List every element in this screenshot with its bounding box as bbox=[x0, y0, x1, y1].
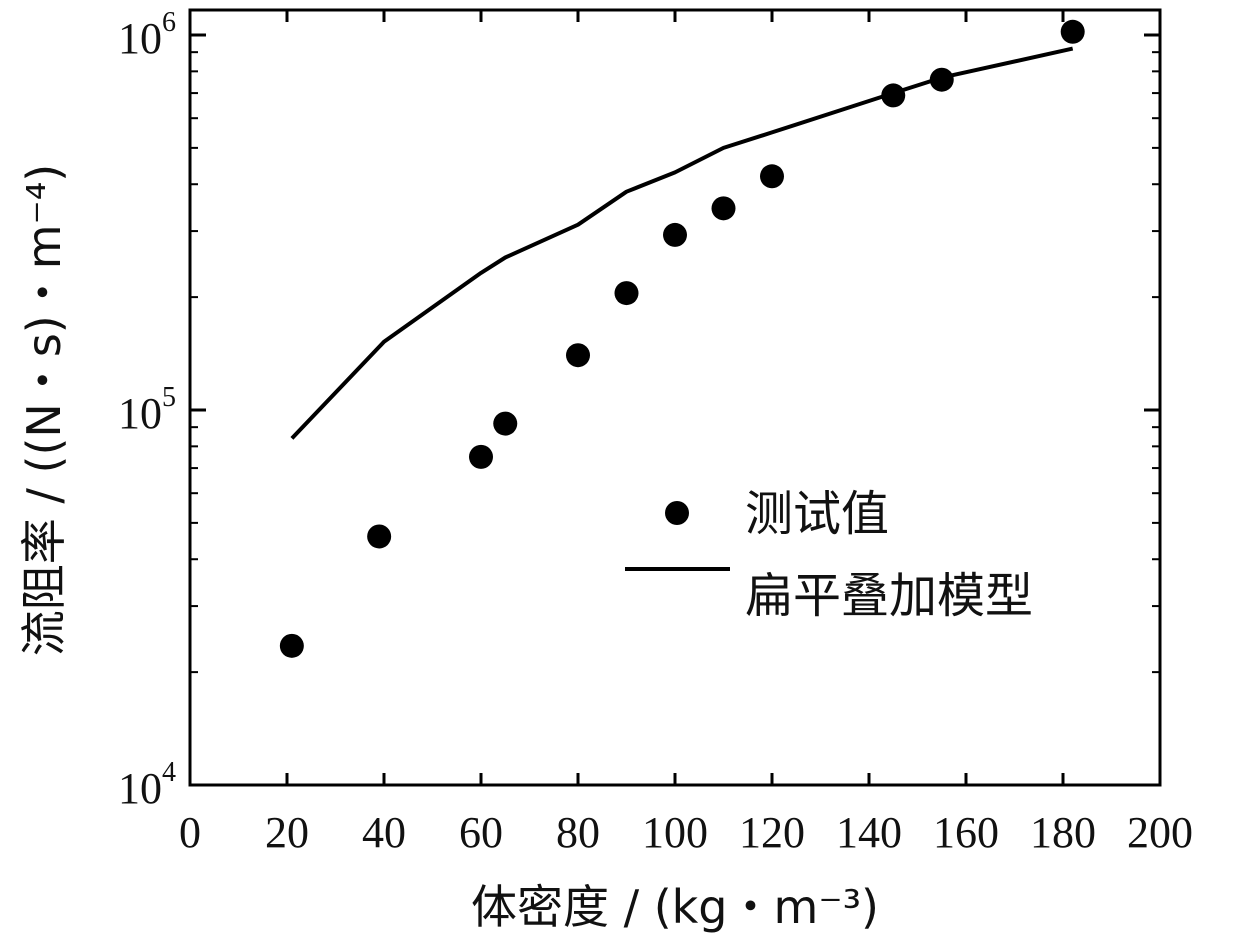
data-point bbox=[614, 281, 639, 306]
data-point bbox=[711, 196, 736, 221]
model-line bbox=[290, 46, 1074, 440]
data-point bbox=[760, 164, 784, 189]
legend-label-line: 扁平叠加模型 bbox=[745, 568, 1033, 624]
data-point bbox=[663, 222, 687, 247]
y-tick-label: 106 bbox=[118, 7, 176, 63]
legend-label-points: 测试值 bbox=[745, 486, 889, 542]
x-axis-title: 体密度 / (kg・m⁻³) bbox=[471, 880, 879, 934]
x-tick-label: 100 bbox=[642, 808, 708, 857]
x-tick-label: 60 bbox=[459, 808, 503, 857]
legend-marker-points bbox=[665, 501, 689, 525]
data-point bbox=[469, 444, 493, 469]
x-tick-label: 140 bbox=[836, 808, 902, 857]
x-tick-label: 40 bbox=[362, 808, 406, 857]
x-tick-label: 80 bbox=[556, 808, 600, 857]
x-tick-label: 200 bbox=[1127, 808, 1193, 857]
data-point bbox=[566, 343, 590, 368]
data-point bbox=[367, 524, 392, 549]
x-tick-label: 120 bbox=[739, 808, 805, 857]
plot-frame bbox=[188, 8, 1162, 787]
chart-marks bbox=[279, 19, 1085, 658]
y-axis-title: 流阻率 / ((N・s)・m⁻⁴) bbox=[17, 164, 71, 656]
data-point bbox=[493, 411, 518, 436]
x-tick-label: 180 bbox=[1030, 808, 1096, 857]
x-tick-label: 160 bbox=[933, 808, 999, 857]
data-point bbox=[279, 633, 304, 658]
data-point bbox=[1060, 19, 1085, 44]
x-tick-label: 20 bbox=[265, 808, 309, 857]
axis-ticks: 0 20 40 60 80 100 120 140 160 180 200 104 105 106 bbox=[118, 7, 1193, 857]
y-tick-label: 105 bbox=[118, 382, 176, 438]
x-tick-label: 0 bbox=[179, 808, 201, 857]
plot-area bbox=[188, 8, 1162, 787]
y-tick-label: 104 bbox=[118, 757, 176, 813]
